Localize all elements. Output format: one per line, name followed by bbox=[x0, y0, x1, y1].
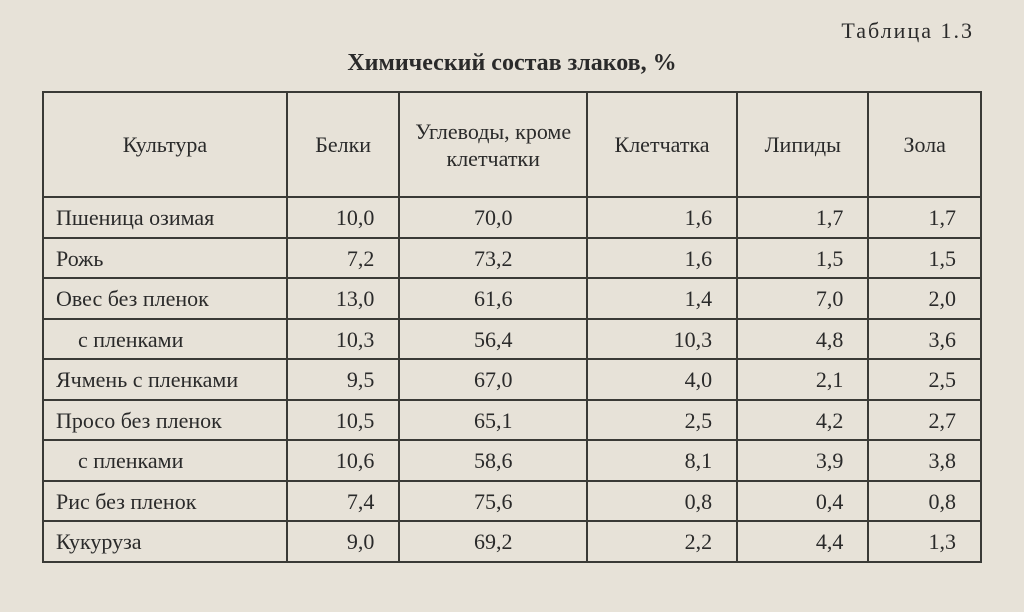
cell-value: 1,3 bbox=[868, 521, 981, 562]
table-row: Кукуруза9,069,22,24,41,3 bbox=[43, 521, 981, 562]
table-row: с пленками10,658,68,13,93,8 bbox=[43, 440, 981, 481]
cell-value: 4,0 bbox=[587, 359, 737, 400]
cell-value: 1,6 bbox=[587, 238, 737, 279]
table-row: Рис без пленок7,475,60,80,40,8 bbox=[43, 481, 981, 522]
cell-value: 69,2 bbox=[399, 521, 587, 562]
cell-value: 58,6 bbox=[399, 440, 587, 481]
cell-culture: Пшеница озимая bbox=[43, 197, 287, 238]
cell-value: 10,0 bbox=[287, 197, 400, 238]
cell-value: 2,5 bbox=[587, 400, 737, 441]
cell-value: 2,7 bbox=[868, 400, 981, 441]
cell-value: 1,5 bbox=[868, 238, 981, 279]
table-row: Рожь7,273,21,61,51,5 bbox=[43, 238, 981, 279]
table-row: Овес без пленок13,061,61,47,02,0 bbox=[43, 278, 981, 319]
cell-value: 4,4 bbox=[737, 521, 868, 562]
col-header-carbs: Углеводы, кроме клетчатки bbox=[399, 92, 587, 197]
cell-value: 3,8 bbox=[868, 440, 981, 481]
cell-value: 65,1 bbox=[399, 400, 587, 441]
table-number-label: Таблица 1.3 bbox=[42, 18, 982, 44]
cell-value: 73,2 bbox=[399, 238, 587, 279]
cell-culture: Ячмень с пленками bbox=[43, 359, 287, 400]
cell-culture: Рис без пленок bbox=[43, 481, 287, 522]
cell-culture: Просо без пленок bbox=[43, 400, 287, 441]
cell-value: 9,0 bbox=[287, 521, 400, 562]
cell-value: 61,6 bbox=[399, 278, 587, 319]
cell-value: 2,0 bbox=[868, 278, 981, 319]
cell-culture: с пленками bbox=[43, 440, 287, 481]
table-row: Ячмень с пленками9,567,04,02,12,5 bbox=[43, 359, 981, 400]
table-row: Пшеница озимая10,070,01,61,71,7 bbox=[43, 197, 981, 238]
col-header-culture: Культура bbox=[43, 92, 287, 197]
cell-culture: Кукуруза bbox=[43, 521, 287, 562]
table-row: с пленками10,356,410,34,83,6 bbox=[43, 319, 981, 360]
cell-value: 7,4 bbox=[287, 481, 400, 522]
cell-culture: Рожь bbox=[43, 238, 287, 279]
cell-value: 10,3 bbox=[287, 319, 400, 360]
cell-value: 0,8 bbox=[587, 481, 737, 522]
cell-value: 7,2 bbox=[287, 238, 400, 279]
cell-value: 2,1 bbox=[737, 359, 868, 400]
cell-value: 4,8 bbox=[737, 319, 868, 360]
cell-value: 67,0 bbox=[399, 359, 587, 400]
table-header-row: Культура Белки Углеводы, кроме клетчатки… bbox=[43, 92, 981, 197]
table-row: Просо без пленок10,565,12,54,22,7 bbox=[43, 400, 981, 441]
cell-value: 2,2 bbox=[587, 521, 737, 562]
cell-value: 2,5 bbox=[868, 359, 981, 400]
table-body: Пшеница озимая10,070,01,61,71,7Рожь7,273… bbox=[43, 197, 981, 562]
cell-value: 0,4 bbox=[737, 481, 868, 522]
cell-value: 1,7 bbox=[737, 197, 868, 238]
table-title: Химический состав злаков, % bbox=[42, 50, 982, 77]
cell-value: 10,5 bbox=[287, 400, 400, 441]
col-header-protein: Белки bbox=[287, 92, 400, 197]
cell-value: 75,6 bbox=[399, 481, 587, 522]
col-header-fiber: Клетчатка bbox=[587, 92, 737, 197]
composition-table: Культура Белки Углеводы, кроме клетчатки… bbox=[42, 91, 982, 563]
cell-value: 10,3 bbox=[587, 319, 737, 360]
cell-value: 70,0 bbox=[399, 197, 587, 238]
cell-value: 3,6 bbox=[868, 319, 981, 360]
cell-culture: Овес без пленок bbox=[43, 278, 287, 319]
cell-value: 1,4 bbox=[587, 278, 737, 319]
cell-value: 1,5 bbox=[737, 238, 868, 279]
col-header-lipids: Липиды bbox=[737, 92, 868, 197]
cell-value: 0,8 bbox=[868, 481, 981, 522]
cell-value: 3,9 bbox=[737, 440, 868, 481]
cell-value: 9,5 bbox=[287, 359, 400, 400]
cell-value: 8,1 bbox=[587, 440, 737, 481]
cell-value: 1,6 bbox=[587, 197, 737, 238]
cell-value: 4,2 bbox=[737, 400, 868, 441]
cell-value: 13,0 bbox=[287, 278, 400, 319]
cell-value: 56,4 bbox=[399, 319, 587, 360]
cell-value: 7,0 bbox=[737, 278, 868, 319]
col-header-ash: Зола bbox=[868, 92, 981, 197]
cell-value: 1,7 bbox=[868, 197, 981, 238]
cell-culture: с пленками bbox=[43, 319, 287, 360]
cell-value: 10,6 bbox=[287, 440, 400, 481]
